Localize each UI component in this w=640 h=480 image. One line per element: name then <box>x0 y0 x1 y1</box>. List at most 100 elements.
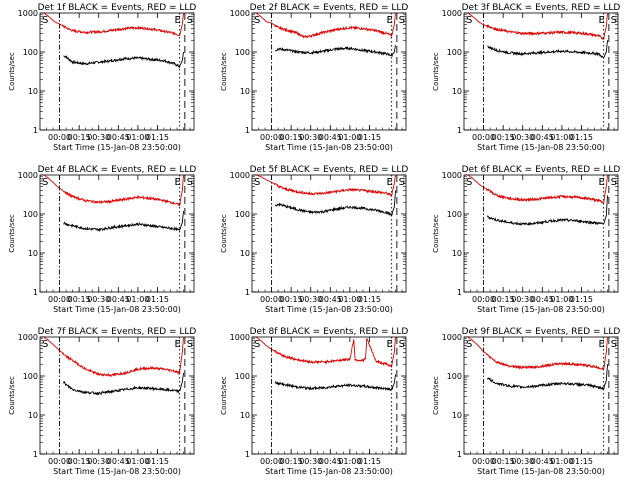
x-tick-label: 00:30 <box>511 133 534 142</box>
y-axis-label: Counts/sec <box>220 214 228 253</box>
y-tick-label: 1000 <box>18 171 38 180</box>
marker-label: E <box>386 177 392 188</box>
plot-frame <box>251 174 407 293</box>
y-tick-label: 100 <box>23 48 38 57</box>
marker-label: S <box>254 15 260 26</box>
y-axis-label: Counts/sec <box>220 376 228 415</box>
y-tick-label: 100 <box>23 372 38 381</box>
x-tick-label: 00:30 <box>299 133 322 142</box>
lld-series-line <box>43 337 185 377</box>
x-axis-label: Start Time (15-Jan-08 23:50:00) <box>53 467 181 476</box>
chart-title: Det 4f BLACK = Events, RED = LLD <box>38 165 197 175</box>
x-axis-label: Start Time (15-Jan-08 23:50:00) <box>53 143 181 152</box>
chart-panel: Det 4f BLACK = Events, RED = LLD 1 10 100 10… <box>8 165 196 314</box>
chart-title: Det 7f BLACK = Events, RED = LLD <box>38 327 197 337</box>
x-tick-label: 00:15 <box>280 295 303 304</box>
y-tick-label: 1 <box>245 288 250 297</box>
marker-label: S <box>466 15 472 26</box>
events-series-line <box>275 190 397 217</box>
marker-label: E <box>386 15 392 26</box>
plot-frame <box>251 336 407 455</box>
marker-label: S <box>611 15 617 26</box>
marker-label: S <box>42 339 48 350</box>
marker-label: E <box>174 177 180 188</box>
marker-label: S <box>611 177 617 188</box>
y-tick-label: 1 <box>245 126 250 135</box>
y-axis-label: Counts/sec <box>432 214 440 253</box>
marker-label: S <box>466 177 472 188</box>
x-tick-label: 00:00 <box>260 457 283 466</box>
chart-panel: Det 6f BLACK = Events, RED = LLD 1 10 100 10… <box>432 165 620 314</box>
x-tick-label: 00:15 <box>492 133 515 142</box>
y-tick-label: 100 <box>447 210 462 219</box>
x-tick-label: 01:15 <box>570 457 593 466</box>
y-tick-label: 1 <box>457 126 462 135</box>
x-tick-label: 00:15 <box>280 133 303 142</box>
marker-label: S <box>187 15 193 26</box>
y-tick-label: 1000 <box>18 333 38 342</box>
chart-title: Det 9f BLACK = Events, RED = LLD <box>462 327 621 337</box>
x-tick-label: 00:15 <box>492 295 515 304</box>
chart-panel: Det 3f BLACK = Events, RED = LLD 1 10 100 10… <box>432 3 620 152</box>
marker-label: E <box>174 15 180 26</box>
x-tick-label: 00:00 <box>472 295 495 304</box>
y-tick-label: 10 <box>240 87 250 96</box>
y-tick-label: 1000 <box>442 171 462 180</box>
y-axis-label: Counts/sec <box>8 52 16 91</box>
x-tick-label: 01:15 <box>358 133 381 142</box>
x-tick-label: 00:15 <box>68 457 91 466</box>
chart-panel: Det 2f BLACK = Events, RED = LLD 1 10 100 10… <box>220 3 408 152</box>
y-tick-label: 10 <box>28 249 38 258</box>
x-tick-label: 00:30 <box>511 295 534 304</box>
y-tick-label: 1 <box>33 126 38 135</box>
x-tick-label: 00:30 <box>299 457 322 466</box>
x-axis-label: Start Time (15-Jan-08 23:50:00) <box>53 305 181 314</box>
x-tick-label: 01:15 <box>146 295 169 304</box>
plot-frame <box>463 336 619 455</box>
x-tick-label: 00:45 <box>319 133 342 142</box>
chart-title: Det 1f BLACK = Events, RED = LLD <box>38 3 197 13</box>
lld-series-line <box>467 337 609 370</box>
x-tick-label: 00:45 <box>107 133 130 142</box>
x-tick-label: 01:00 <box>338 133 361 142</box>
x-tick-label: 00:45 <box>531 133 554 142</box>
y-tick-label: 100 <box>235 210 250 219</box>
x-axis-label: Start Time (15-Jan-08 23:50:00) <box>265 305 393 314</box>
x-tick-label: 00:30 <box>87 133 110 142</box>
y-tick-label: 1000 <box>230 333 250 342</box>
y-tick-label: 100 <box>235 48 250 57</box>
chart-panel: Det 7f BLACK = Events, RED = LLD 1 10 100 10… <box>8 327 196 476</box>
chart-title: Det 8f BLACK = Events, RED = LLD <box>250 327 409 337</box>
marker-label: S <box>42 15 48 26</box>
x-tick-label: 01:00 <box>126 295 149 304</box>
y-tick-label: 1 <box>457 288 462 297</box>
y-tick-label: 100 <box>23 210 38 219</box>
marker-label: S <box>254 339 260 350</box>
x-tick-label: 00:45 <box>107 295 130 304</box>
chart-title: Det 2f BLACK = Events, RED = LLD <box>250 3 409 13</box>
x-tick-label: 00:00 <box>260 295 283 304</box>
y-axis-label: Counts/sec <box>432 52 440 91</box>
x-tick-label: 01:00 <box>338 295 361 304</box>
lld-series-line <box>43 13 185 37</box>
marker-label: S <box>399 339 405 350</box>
marker-label: S <box>187 177 193 188</box>
y-tick-label: 1 <box>457 450 462 459</box>
y-tick-label: 10 <box>28 411 38 420</box>
x-tick-label: 01:00 <box>126 133 149 142</box>
y-tick-label: 1000 <box>18 9 38 18</box>
y-tick-label: 1 <box>245 450 250 459</box>
lld-series-line <box>255 175 397 197</box>
x-tick-label: 00:00 <box>48 457 71 466</box>
y-tick-label: 10 <box>240 249 250 258</box>
chart-panel: Det 9f BLACK = Events, RED = LLD 1 10 100 10… <box>432 327 620 476</box>
chart-title: Det 6f BLACK = Events, RED = LLD <box>462 165 621 175</box>
x-tick-label: 00:15 <box>68 133 91 142</box>
marker-label: S <box>399 177 405 188</box>
x-tick-label: 00:45 <box>107 457 130 466</box>
x-tick-label: 00:30 <box>511 457 534 466</box>
marker-label: E <box>174 339 180 350</box>
y-tick-label: 1 <box>33 288 38 297</box>
marker-label: S <box>399 15 405 26</box>
marker-label: S <box>466 339 472 350</box>
